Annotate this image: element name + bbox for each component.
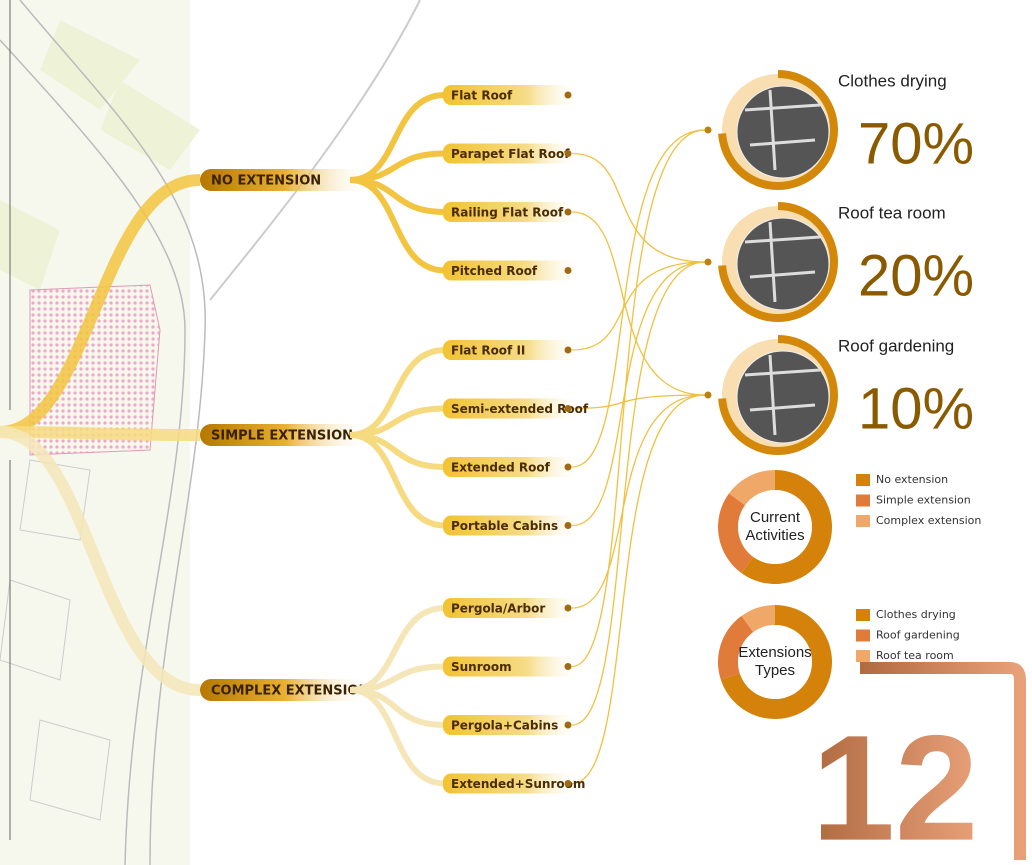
photo (737, 218, 829, 310)
leaf-label: Flat Roof (451, 89, 513, 103)
donut-title: Extensions (738, 644, 811, 661)
activity-label: Roof tea room (838, 203, 946, 222)
branch-link (350, 690, 445, 784)
activity-dot (705, 259, 712, 266)
leaf-label: Railing Flat Roof (451, 206, 564, 220)
activities: Clothes drying 70% Roof tea room 20% Roof ga… (705, 71, 982, 719)
donut-title: Types (755, 662, 795, 679)
activity-link (572, 262, 705, 526)
activity-link (572, 395, 705, 409)
activity-label: Roof gardening (838, 336, 954, 355)
leaf-dot (565, 722, 572, 729)
leaf-dot (565, 209, 572, 216)
legend-label: Clothes drying (876, 608, 956, 621)
branch-label: SIMPLE EXTENSION (211, 429, 353, 444)
page-number: 12 (812, 704, 979, 865)
diagram: NO EXTENSION Flat Roof Parapet Flat Roof Ra… (0, 0, 1032, 865)
activity-dot (705, 127, 712, 134)
branch-link (350, 667, 445, 691)
leaf-dot (565, 267, 572, 274)
photo (737, 351, 829, 443)
legend-label: Complex extension (876, 514, 981, 527)
branch-label: NO EXTENSION (211, 174, 321, 189)
leaf-label: Flat Roof II (451, 344, 525, 358)
leaf-dot (565, 605, 572, 612)
leaf-label: Pergola+Cabins (451, 719, 558, 733)
activity-share: 70% (858, 111, 974, 176)
legend-swatch (856, 495, 870, 507)
legend-swatch (856, 515, 870, 527)
activity-dot (705, 392, 712, 399)
trunk (0, 432, 200, 435)
branch-link (350, 180, 445, 271)
page: NO EXTENSION Flat Roof Parapet Flat Roof Ra… (0, 0, 1032, 865)
legend-swatch (856, 609, 870, 621)
leaf-label: Parapet Flat Roof (451, 147, 570, 161)
leaf-dot (565, 150, 572, 157)
branch-link (350, 435, 445, 526)
leaf-dot (565, 780, 572, 787)
legend-label: No extension (876, 473, 948, 486)
photo (737, 86, 829, 178)
activity-share: 20% (858, 243, 974, 308)
legend-label: Roof gardening (876, 629, 960, 642)
branch-label: COMPLEX EXTENSION (211, 684, 369, 699)
activity-link (572, 395, 705, 608)
donut-title: Current (750, 509, 801, 526)
leaf-dot (565, 663, 572, 670)
leaf-label: Extended Roof (451, 461, 551, 475)
legend-label: Simple extension (876, 494, 971, 507)
leaf-label: Pitched Roof (451, 264, 538, 278)
legend-label: Roof tea room (876, 649, 954, 662)
activity-share: 10% (858, 376, 974, 441)
leaf-label: Portable Cabins (451, 519, 558, 533)
leaf-dot (565, 522, 572, 529)
activity-link (572, 154, 705, 263)
leaf-label: Pergola/Arbor (451, 602, 545, 616)
legend-swatch (856, 474, 870, 486)
page-logo: 12 (812, 668, 1020, 865)
links (572, 130, 705, 784)
leaf-dot (565, 464, 572, 471)
legend-swatch (856, 630, 870, 642)
activity-label: Clothes drying (838, 71, 947, 90)
leaf-dot (565, 347, 572, 354)
leaf-dot (565, 405, 572, 412)
activity-link (572, 212, 705, 395)
leaf-dot (565, 92, 572, 99)
activity-link (572, 130, 705, 467)
donut-title: Activities (745, 527, 804, 544)
legend-swatch (856, 650, 870, 662)
leaf-label: Sunroom (451, 660, 512, 674)
